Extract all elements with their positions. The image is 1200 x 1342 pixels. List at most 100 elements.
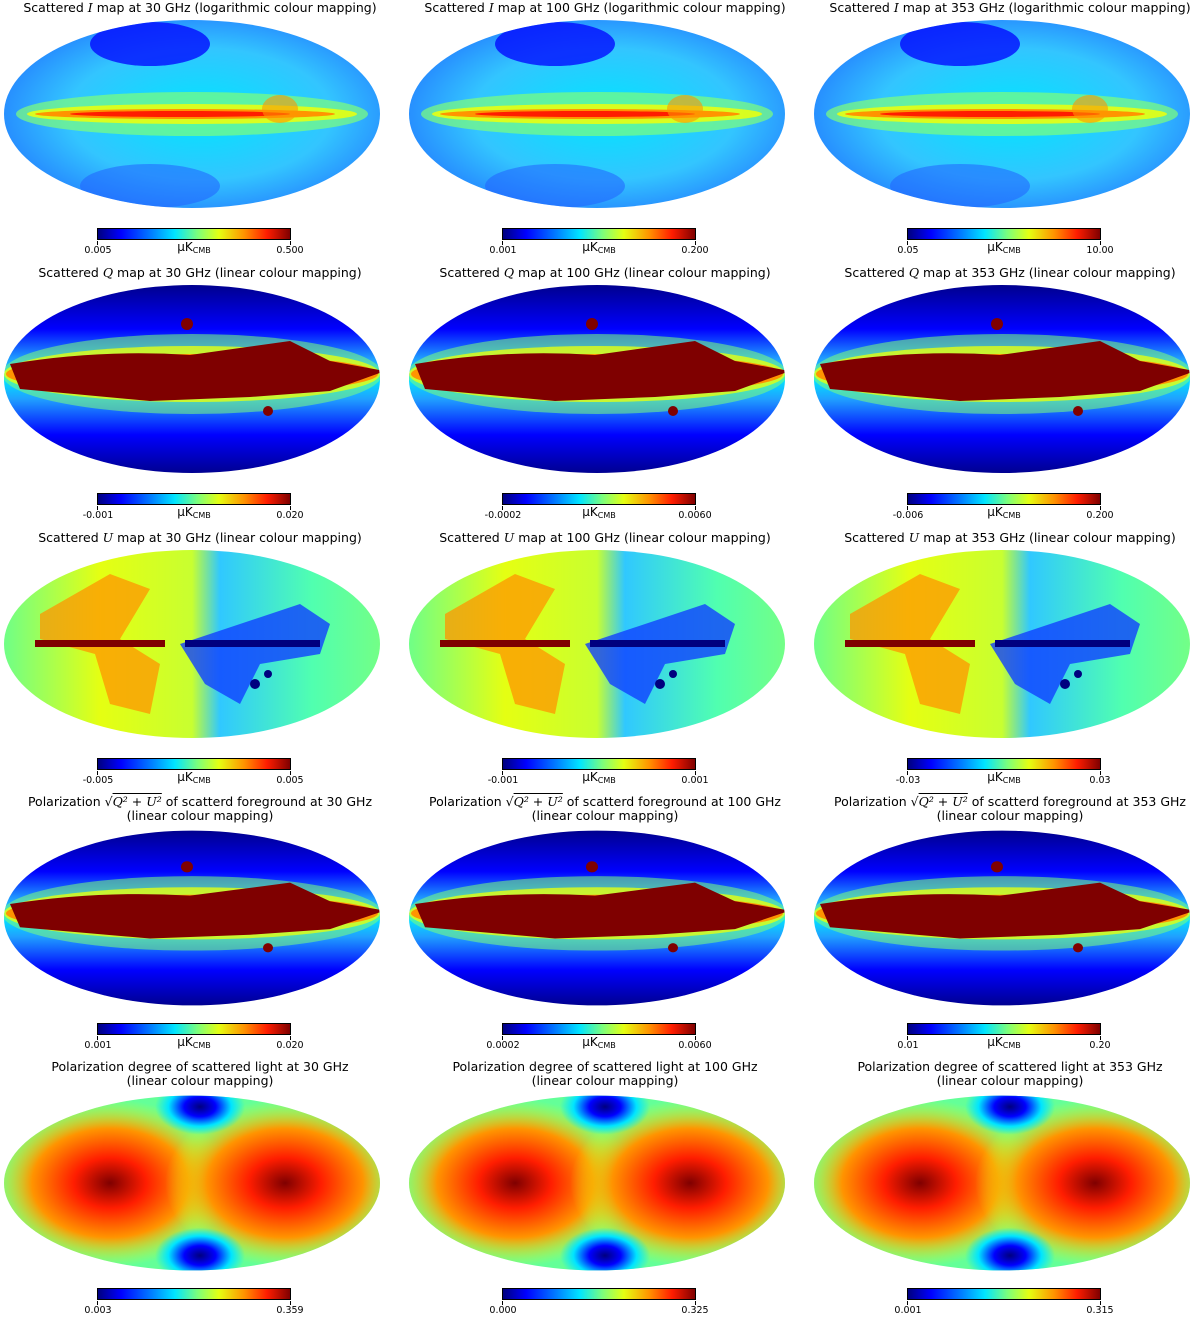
title-prefix: Polarization degree of scattered light a… <box>857 1059 1163 1074</box>
colorbar-max-label: 0.03 <box>1089 775 1111 786</box>
colorbar: -0.006 0.200 μKCMB <box>893 493 1114 521</box>
unit-subscript: CMB <box>597 1041 616 1050</box>
title-stokes-symbol: U <box>503 530 515 545</box>
colorbar: 0.0002 0.0060 μKCMB <box>486 1023 712 1051</box>
mollweide-map <box>814 830 1190 1006</box>
panel-title-line1: Scattered I map at 100 GHz (logarithmic … <box>405 1 805 15</box>
colorbar-max-label: 10.00 <box>1086 245 1114 256</box>
panel-title-line1: Polarization √Q² + U² of scatterd foregr… <box>810 795 1200 809</box>
colorbar-max-label: 0.020 <box>276 1040 304 1051</box>
colorbar: 0.005 0.500 μKCMB <box>84 228 304 256</box>
colorbar-tick-max <box>695 1036 696 1040</box>
colorbar-min-label: -0.001 <box>487 775 519 786</box>
title-suffix: map at 353 GHz (linear colour mapping) <box>919 530 1176 545</box>
unit-subscript: CMB <box>192 246 211 255</box>
panel-title-line2: (linear colour mapping) <box>531 808 679 823</box>
panel-title-line1: Scattered Q map at 353 GHz (linear colou… <box>810 266 1200 280</box>
colorbar: -0.005 0.005 μKCMB <box>83 758 304 786</box>
colorbar-unit-label: μKCMB <box>582 505 616 521</box>
panel-title: Scattered U map at 30 GHz (linear colour… <box>0 531 400 545</box>
title-prefix: Scattered <box>38 265 103 280</box>
colorbar-tick-max <box>695 1301 696 1305</box>
title-suffix: map at 100 GHz (logarithmic colour mappi… <box>493 0 786 15</box>
colorbar-min-label: 0.001 <box>84 1040 112 1051</box>
colorbar-tick-min <box>97 771 98 775</box>
mollweide-map <box>4 1095 380 1271</box>
colorbar-tick-min <box>907 771 908 775</box>
colorbar-tick-max <box>695 241 696 245</box>
title-suffix: map at 100 GHz (linear colour mapping) <box>514 530 771 545</box>
title-suffix: map at 100 GHz (linear colour mapping) <box>514 265 771 280</box>
title-sqrt-expression: √Q² + U² <box>104 794 162 809</box>
colorbar-unit-label: μKCMB <box>177 1035 211 1051</box>
map-panel-i-1: Scattered I map at 30 GHz (logarithmic c… <box>0 0 400 265</box>
title-suffix: of scatterd foreground at 30 GHz <box>161 794 373 809</box>
colorbar-tick-min <box>97 1301 98 1305</box>
map-panel-q-1: Scattered Q map at 30 GHz (linear colour… <box>0 265 400 530</box>
colorbar-tick-max <box>290 241 291 245</box>
panel-title: Polarization degree of scattered light a… <box>405 1060 805 1088</box>
colorbar-tick-min <box>502 771 503 775</box>
map-panel-u-3: Scattered U map at 353 GHz (linear colou… <box>810 530 1200 795</box>
mollweide-map <box>4 285 380 473</box>
colorbar-unit-label: μKCMB <box>987 505 1021 521</box>
colorbar-tick-min <box>907 1036 908 1040</box>
panel-title-line1: Polarization degree of scattered light a… <box>810 1060 1200 1074</box>
map-panel-p-1: Polarization √Q² + U² of scatterd foregr… <box>0 795 400 1060</box>
map-panel-d-2: Polarization degree of scattered light a… <box>405 1060 805 1325</box>
colorbar-tick-min <box>907 241 908 245</box>
colorbar-unit-label: μKCMB <box>987 770 1021 786</box>
panel-title-line1: Scattered U map at 100 GHz (linear colou… <box>405 531 805 545</box>
title-prefix: Polarization <box>27 794 105 809</box>
colorbar-tick-min <box>502 241 503 245</box>
colorbar-min-label: 0.0002 <box>486 1040 520 1051</box>
title-stokes-symbol: U <box>102 530 114 545</box>
panel-title-line1: Scattered U map at 30 GHz (linear colour… <box>0 531 400 545</box>
panel-title: Scattered Q map at 100 GHz (linear colou… <box>405 266 805 280</box>
unit-subscript: CMB <box>597 246 616 255</box>
mollweide-map <box>814 1095 1190 1271</box>
mollweide-map <box>4 830 380 1006</box>
colorbar: 0.003 0.359 <box>84 1288 304 1316</box>
sqrt-radicand: Q² + U² <box>513 794 563 809</box>
colorbar-tick-max <box>1100 1036 1101 1040</box>
title-stokes-symbol: I <box>893 0 899 15</box>
colorbar: -0.001 0.020 μKCMB <box>83 493 304 521</box>
unit-subscript: CMB <box>1002 1041 1021 1050</box>
mollweide-map <box>814 20 1190 208</box>
colorbar-max-label: 0.0060 <box>678 510 712 521</box>
title-prefix: Scattered <box>829 0 894 15</box>
panel-title: Polarization degree of scattered light a… <box>0 1060 400 1088</box>
unit-subscript: CMB <box>1002 776 1021 785</box>
panel-title-line2: (linear colour mapping) <box>126 1073 274 1088</box>
title-suffix: map at 353 GHz (linear colour mapping) <box>919 265 1176 280</box>
unit-subscript: CMB <box>1002 511 1021 520</box>
map-panel-q-3: Scattered Q map at 353 GHz (linear colou… <box>810 265 1200 530</box>
sqrt-radicand: Q² + U² <box>112 794 162 809</box>
panel-title-line1: Scattered I map at 353 GHz (logarithmic … <box>810 1 1200 15</box>
map-panel-p-2: Polarization √Q² + U² of scatterd foregr… <box>405 795 805 1060</box>
mollweide-map <box>409 285 785 473</box>
map-panel-q-2: Scattered Q map at 100 GHz (linear colou… <box>405 265 805 530</box>
colorbar-tick-min <box>502 1301 503 1305</box>
mollweide-map <box>409 550 785 738</box>
unit-subscript: CMB <box>597 511 616 520</box>
colorbar-min-label: 0.001 <box>489 245 517 256</box>
colorbar-min-label: -0.005 <box>82 775 114 786</box>
map-panel-u-2: Scattered U map at 100 GHz (linear colou… <box>405 530 805 795</box>
colorbar-tick-max <box>1100 241 1101 245</box>
colorbar-min-label: -0.006 <box>892 510 924 521</box>
unit-subscript: CMB <box>597 776 616 785</box>
title-stokes-symbol: Q <box>503 265 515 280</box>
title-prefix: Polarization <box>428 794 506 809</box>
title-suffix: of scatterd foreground at 100 GHz <box>562 794 781 809</box>
panel-title-line1: Scattered Q map at 30 GHz (linear colour… <box>0 266 400 280</box>
panel-title-line1: Scattered Q map at 100 GHz (linear colou… <box>405 266 805 280</box>
map-panel-p-3: Polarization √Q² + U² of scatterd foregr… <box>810 795 1200 1060</box>
map-panel-d-3: Polarization degree of scattered light a… <box>810 1060 1200 1325</box>
sqrt-radicand: Q² + U² <box>918 794 968 809</box>
panel-title: Scattered U map at 100 GHz (linear colou… <box>405 531 805 545</box>
title-prefix: Scattered <box>23 0 88 15</box>
colorbar: 0.01 0.20 μKCMB <box>897 1023 1111 1051</box>
